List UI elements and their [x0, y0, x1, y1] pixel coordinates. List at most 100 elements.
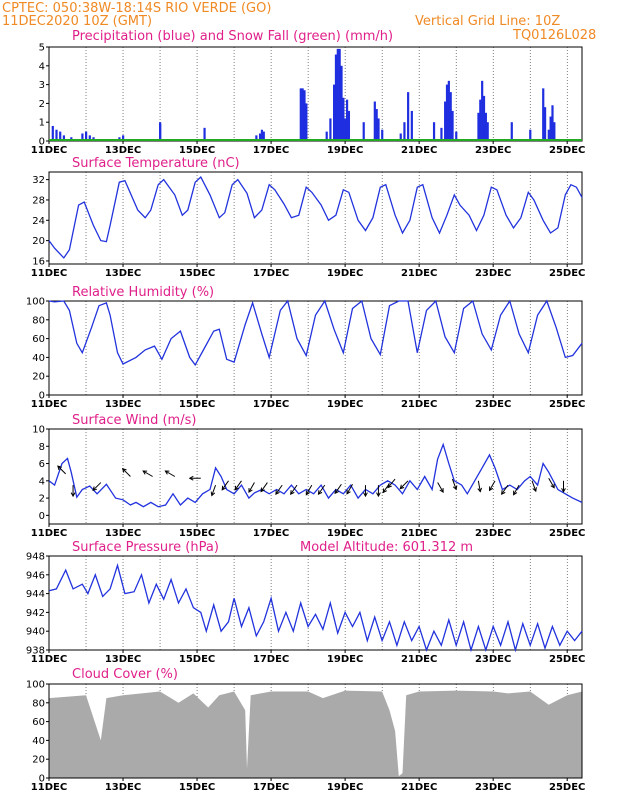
y-tick-label: 20	[32, 372, 45, 383]
series-line	[48, 563, 583, 653]
wind-arrow-head	[477, 487, 483, 493]
x-tick-label: 25DEC	[549, 654, 585, 665]
y-tick-label: 948	[26, 552, 45, 563]
y-tick-label: 942	[26, 608, 45, 619]
precip-bar	[258, 133, 262, 141]
precip-bar	[88, 135, 91, 141]
y-tick-label: 0	[39, 137, 45, 148]
wind-arrow-head	[561, 488, 566, 493]
panel-frame	[48, 428, 583, 525]
precip-bar	[542, 88, 545, 141]
wind-arrow-head	[382, 488, 388, 494]
y-tick-label: 40	[32, 353, 45, 364]
precip-bar	[455, 131, 458, 141]
wind-arrow	[70, 485, 76, 498]
x-tick-label: 15DEC	[179, 654, 215, 665]
wind-arrow	[275, 484, 283, 496]
wind-arrow-shaft	[531, 480, 537, 492]
wind-arrow-shaft	[221, 480, 229, 491]
wind-arrow	[513, 484, 520, 496]
wind-arrow	[121, 467, 131, 477]
y-tick-label: 80	[32, 698, 45, 709]
wind-arrow-head	[305, 490, 310, 496]
wind-arrow	[260, 482, 268, 493]
x-tick-label: 15DEC	[179, 145, 215, 156]
panel-1: Surface Temperature (nC) 16 20 24 28 32 11DEC 1…	[31, 156, 586, 279]
panel-frame	[48, 555, 583, 651]
panel-2: Relative Humidity (%) 0 20 40 60 80 100 11DEC 13…	[26, 285, 585, 410]
panel-0: Precipitation (blue) and Snow Fall (gree…	[31, 29, 586, 156]
wind-arrow-head	[532, 487, 537, 493]
wind-arrow	[376, 485, 381, 498]
wind-arrow-head	[290, 490, 295, 496]
wind-arrow-shaft	[346, 484, 353, 495]
precip-bar	[305, 103, 308, 141]
y-tick-label: 8	[39, 442, 45, 453]
precip-bar	[122, 135, 125, 141]
x-tick-label: 23DEC	[475, 399, 511, 410]
precip-bar	[342, 97, 345, 141]
y-tick-label: 2	[39, 494, 45, 505]
y-tick-label: 100	[26, 297, 45, 308]
wind-arrow-shaft	[387, 478, 396, 488]
run-header: 11DEC2020 10Z (GMT)	[2, 14, 152, 29]
wind-arrow-head	[234, 485, 239, 491]
y-tick-label: 6	[39, 459, 45, 470]
wind-arrow	[531, 480, 537, 493]
y-tick-label: 20	[32, 236, 45, 247]
x-tick-label: 15DEC	[179, 268, 215, 279]
x-tick-label: 17DEC	[253, 654, 289, 665]
wind-arrow	[334, 483, 342, 495]
y-tick-label: 0	[39, 774, 45, 785]
x-tick-label: 17DEC	[253, 782, 289, 793]
precip-bar	[479, 99, 482, 141]
wind-arrow-shaft	[290, 484, 298, 495]
precip-bar	[449, 92, 452, 141]
precip-bar	[336, 48, 339, 141]
wind-arrow-shaft	[57, 465, 67, 475]
x-tick-label: 19DEC	[327, 268, 363, 279]
panel-title: Relative Humidity (%)	[72, 285, 214, 300]
model-code: TQ0126L028	[512, 28, 596, 43]
precip-bar	[381, 129, 384, 141]
precip-bar	[403, 122, 406, 141]
panel-4: Surface Pressure (hPa) Model Altitude: 60…	[26, 540, 585, 665]
x-tick-label: 21DEC	[401, 654, 437, 665]
wind-arrow	[477, 480, 483, 493]
y-tick-label: 4	[39, 476, 45, 487]
precip-bar	[432, 122, 436, 141]
wind-arrow-shaft	[501, 484, 509, 495]
y-tick-label: 80	[32, 315, 45, 326]
precip-bar	[481, 80, 484, 141]
panel-title: Surface Temperature (nC)	[72, 156, 240, 171]
precip-bar	[262, 131, 265, 141]
wind-arrow	[437, 482, 444, 493]
precip-bar	[260, 129, 264, 141]
panel-title: Cloud Cover (%)	[72, 667, 178, 682]
precip-bar	[334, 54, 338, 141]
y-tick-label: 944	[26, 589, 45, 600]
precip-bar	[549, 116, 552, 141]
wind-arrow-head	[260, 487, 265, 493]
wind-arrow-shaft	[248, 482, 255, 493]
x-tick-label: 13DEC	[105, 654, 141, 665]
panel-frame	[48, 300, 583, 396]
wind-arrow-head	[92, 486, 98, 492]
panel-subtitle: Model Altitude: 601.312 m	[300, 540, 473, 555]
x-tick-label: 17DEC	[253, 528, 289, 539]
wind-arrow	[363, 485, 368, 498]
wind-arrow-head	[346, 489, 351, 495]
panel-5: Cloud Cover (%) 0 20 40 60 80 100 11DEC 13DEC 15D…	[26, 667, 585, 793]
wind-arrow-head	[188, 475, 194, 481]
wind-arrow-shaft	[548, 477, 555, 489]
panel-3: Surface Wind (m/s) 0 2 4 6 8 10 11DEC 13DEC 15DEC…	[31, 413, 586, 539]
y-tick-label: 3	[39, 80, 45, 91]
y-tick-label: 32	[32, 175, 45, 186]
precip-bar	[55, 129, 58, 141]
precip-bar	[375, 109, 378, 141]
precip-bar	[482, 95, 486, 141]
y-tick-label: 4	[39, 61, 45, 72]
precip-bar	[159, 124, 162, 141]
x-tick-label: 13DEC	[105, 268, 141, 279]
